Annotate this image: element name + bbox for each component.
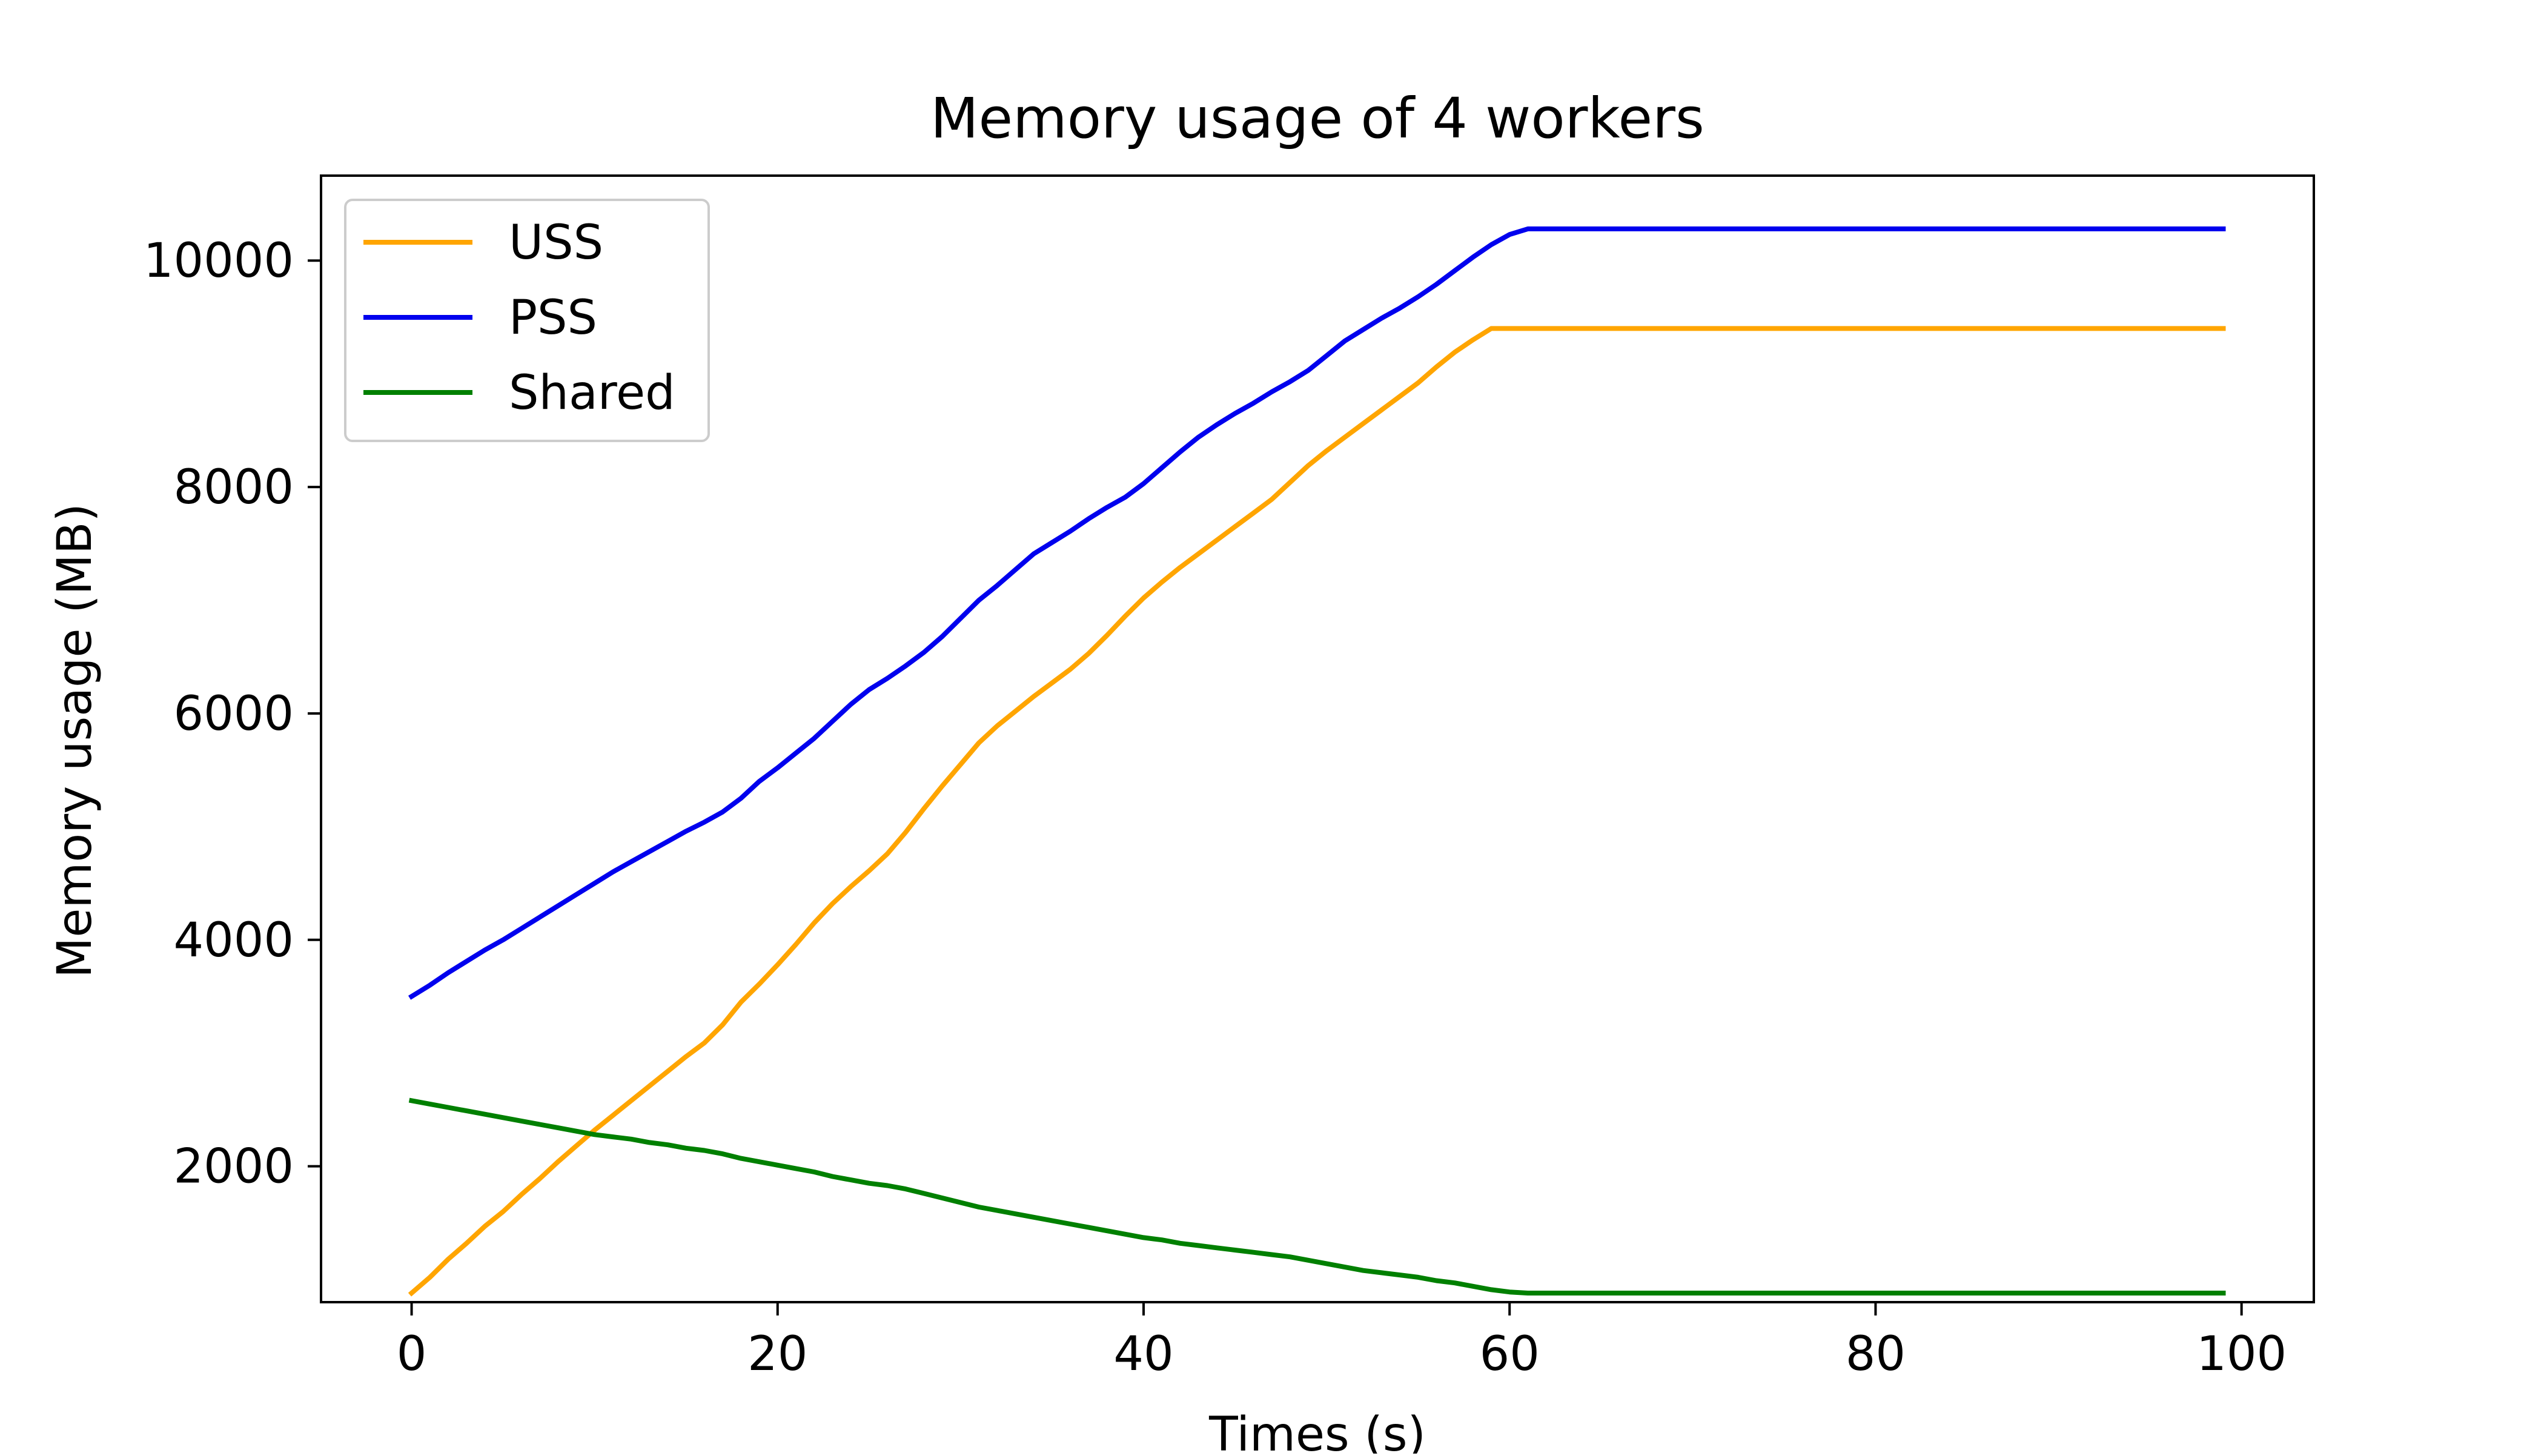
axes: 0 20 40 60 80 100 2000 4000 6000 8000 10000 (144, 174, 2315, 1382)
legend: USS PSS Shared (344, 199, 710, 442)
x-axis-label: Times (s) (1208, 1408, 1426, 1454)
x-tick-label: 20 (747, 1327, 807, 1382)
series-line-uss (408, 326, 2226, 1297)
x-tick-label: 100 (2196, 1327, 2287, 1382)
y-tick-label: 8000 (173, 460, 294, 515)
legend-label-shared: Shared (509, 366, 675, 420)
x-tick-label: 60 (1480, 1327, 1540, 1382)
legend-label-pss: PSS (509, 291, 597, 345)
legend-frame (344, 199, 710, 442)
x-tick-label: 80 (1846, 1327, 1906, 1382)
x-ticks: 0 20 40 60 80 100 (397, 1302, 2287, 1382)
x-tick-label: 40 (1113, 1327, 1173, 1382)
y-tick-label: 2000 (173, 1140, 294, 1194)
legend-entries: USS PSS Shared (363, 216, 675, 420)
chart-title: Memory usage of 4 workers (930, 86, 1704, 151)
legend-label-uss: USS (509, 216, 603, 270)
y-axis-label: Memory usage (MB) (48, 503, 102, 978)
y-ticks: 2000 4000 6000 8000 10000 (144, 234, 321, 1194)
series-line-shared (408, 1097, 2226, 1296)
y-tick-label: 4000 (173, 913, 294, 968)
plot-frame (320, 174, 2315, 1303)
series-lines (408, 226, 2226, 1297)
series-line-pss (408, 226, 2226, 1000)
y-tick-label: 6000 (173, 687, 294, 741)
y-tick-label: 10000 (144, 234, 294, 288)
x-tick-label: 0 (397, 1327, 427, 1382)
